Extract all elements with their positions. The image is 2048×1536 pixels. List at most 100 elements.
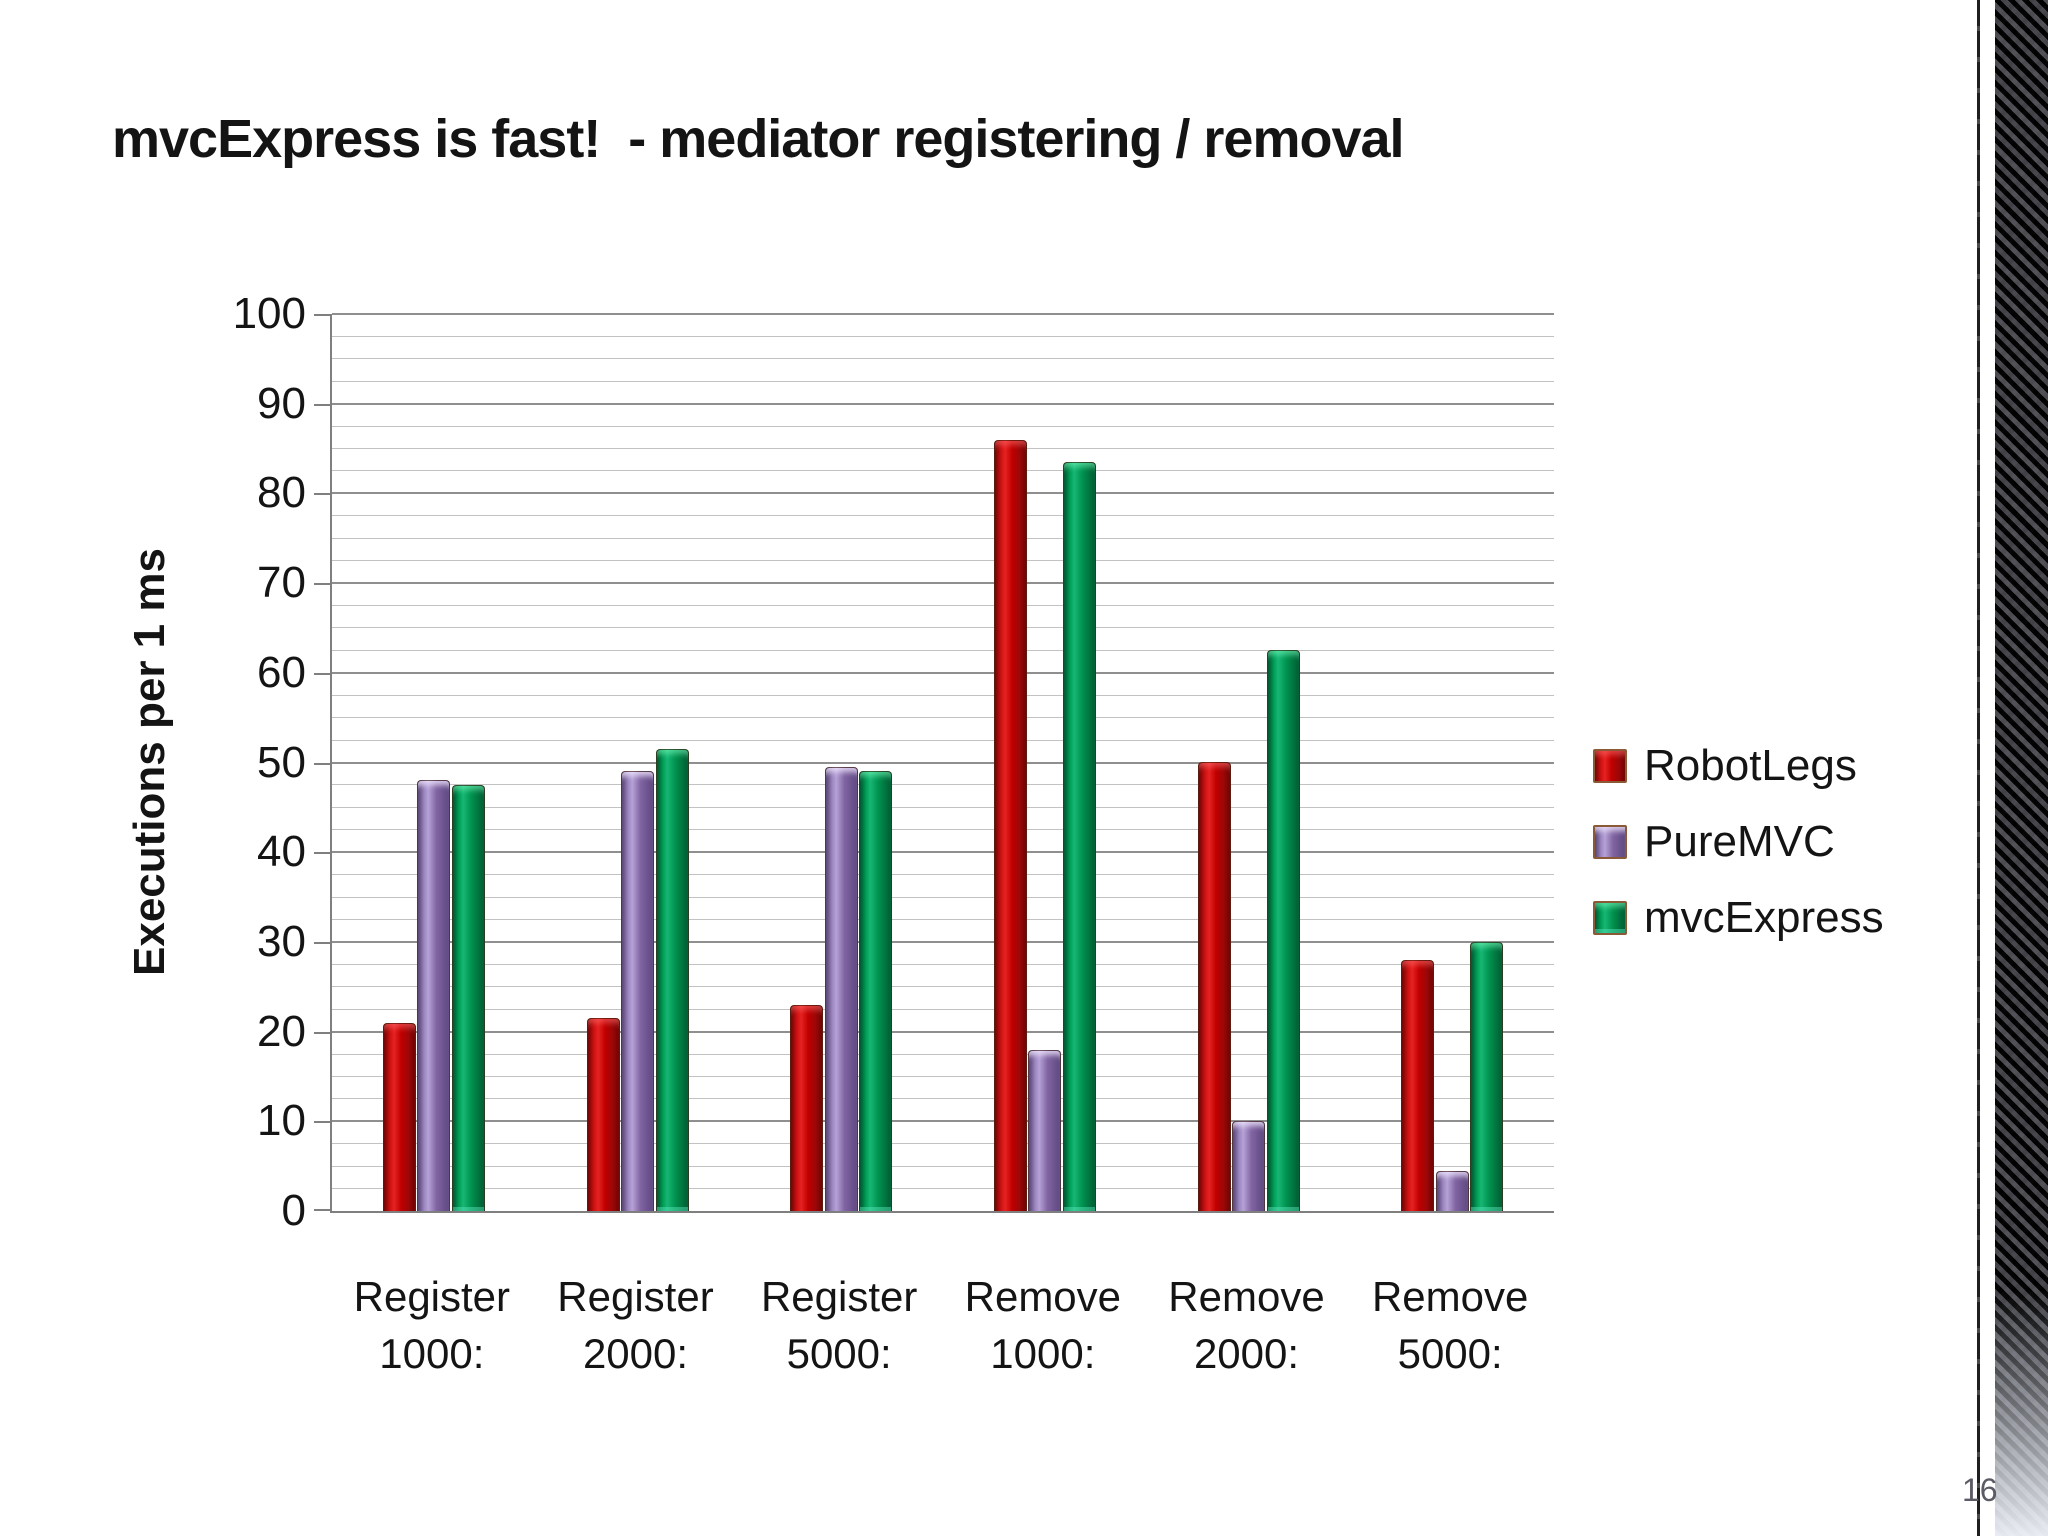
y-axis-tick-label: 50 — [257, 737, 306, 787]
bar-robotlegs-6 — [1401, 960, 1435, 1211]
gridline — [332, 671, 1554, 674]
legend-swatch-puremvc — [1593, 825, 1627, 859]
gridline — [332, 627, 1554, 629]
x-axis-label-line: 2000: — [582, 1330, 689, 1377]
gridline — [332, 874, 1554, 876]
x-axis-label-line: Remove — [964, 1273, 1122, 1320]
gridline — [332, 940, 1554, 943]
gridline — [332, 986, 1554, 988]
gridline — [332, 649, 1554, 651]
legend-item-mvcexpress: mvcExpress — [1593, 893, 1884, 942]
x-axis-label-line: Register — [760, 1273, 918, 1320]
x-axis-category-label: Remove 5000: — [1320, 1268, 1580, 1382]
y-axis-tickmark — [314, 672, 330, 675]
gridline — [332, 918, 1554, 920]
y-axis-tickmark — [314, 941, 330, 944]
chart-plot-area — [314, 313, 1554, 1213]
gridline — [332, 896, 1554, 898]
chart-legend: RobotLegs PureMVC mvcExpress — [1593, 741, 1884, 970]
gridline — [332, 605, 1554, 607]
bar-mvcexpress-3 — [859, 771, 893, 1211]
y-axis-tickmark — [314, 762, 330, 765]
x-axis-label-line: Register — [557, 1273, 714, 1320]
carbon-fiber-strip — [1995, 0, 2048, 1536]
right-border-line — [1977, 0, 1980, 1536]
y-axis-tickmark — [314, 583, 330, 586]
gridline — [332, 829, 1554, 831]
y-axis-tickmark — [314, 403, 330, 406]
gridline — [332, 560, 1554, 562]
x-axis-category-label: Register 1000: — [302, 1268, 562, 1382]
legend-label: mvcExpress — [1644, 893, 1884, 942]
gridline — [332, 1188, 1554, 1190]
gridline — [332, 582, 1554, 585]
y-axis-tickmark — [314, 1121, 330, 1124]
x-axis-label-line: Remove — [1371, 1273, 1529, 1320]
y-axis-tick-label: 80 — [257, 468, 306, 518]
x-axis-label-line: 5000: — [786, 1330, 892, 1377]
x-axis-label-line: 1000: — [379, 1330, 485, 1377]
gridline — [332, 1165, 1554, 1167]
y-axis-tick-label: 90 — [257, 378, 306, 428]
bar-puremvc-3 — [824, 767, 858, 1211]
y-axis-tickmark — [314, 1031, 330, 1034]
gridline — [332, 470, 1554, 472]
bar-puremvc-6 — [1435, 1171, 1469, 1211]
x-axis-label-line: Remove — [1168, 1273, 1325, 1320]
bar-mvcexpress-2 — [655, 749, 689, 1211]
y-axis-tick-label: 70 — [257, 558, 306, 608]
bar-robotlegs-1 — [382, 1023, 416, 1211]
legend-item-puremvc: PureMVC — [1593, 817, 1884, 866]
gridline — [332, 1075, 1554, 1077]
y-axis-tickmark — [314, 1209, 330, 1211]
y-axis-tick-label: 60 — [257, 647, 306, 697]
x-axis-category-label: Register 2000: — [506, 1268, 766, 1382]
gridline — [332, 963, 1554, 965]
page-number: 16 — [1962, 1472, 1998, 1508]
y-axis-tickmark — [314, 314, 330, 316]
legend-item-robotlegs: RobotLegs — [1593, 741, 1884, 790]
gridline — [332, 492, 1554, 495]
y-axis-tick-label: 100 — [232, 289, 306, 338]
gridline — [332, 717, 1554, 719]
gridline — [332, 537, 1554, 539]
legend-label: RobotLegs — [1644, 741, 1857, 790]
y-axis-tick-label: 10 — [257, 1096, 306, 1146]
bar-mvcexpress-5 — [1266, 650, 1300, 1211]
y-axis-tickmark — [314, 493, 330, 496]
bar-puremvc-1 — [417, 780, 451, 1211]
x-axis-label-line: Register — [353, 1273, 511, 1320]
gridline — [332, 739, 1554, 741]
y-axis-tickmark — [314, 852, 330, 855]
x-axis-label-line: 2000: — [1193, 1330, 1300, 1377]
legend-swatch-robotlegs — [1593, 749, 1627, 783]
x-axis-category-label: Register 5000: — [709, 1268, 969, 1382]
gridline — [332, 1008, 1554, 1010]
y-axis-tick-label: 40 — [257, 827, 306, 877]
gridline — [332, 784, 1554, 786]
x-axis-category-label: Remove 2000: — [1117, 1268, 1377, 1382]
gridline — [332, 358, 1554, 360]
bar-robotlegs-4 — [993, 440, 1027, 1211]
y-axis-tick-label: 20 — [257, 1006, 306, 1056]
gridline — [332, 1098, 1554, 1100]
legend-label: PureMVC — [1644, 817, 1835, 866]
bar-mvcexpress-6 — [1470, 942, 1504, 1211]
bar-puremvc-2 — [621, 771, 654, 1211]
gridline — [332, 1120, 1554, 1123]
x-axis-label-line: 5000: — [1397, 1330, 1503, 1377]
gridline — [332, 380, 1554, 382]
slide-title: mvcExpress is fast! - mediator registeri… — [112, 109, 1405, 169]
bar-puremvc-4 — [1028, 1050, 1062, 1211]
bar-robotlegs-2 — [586, 1018, 620, 1211]
gridline — [332, 694, 1554, 696]
bar-robotlegs-5 — [1197, 762, 1231, 1211]
gridline — [332, 402, 1554, 405]
y-axis-tick-label: 0 — [281, 1186, 306, 1235]
gridline — [332, 313, 1554, 315]
gridline — [332, 425, 1554, 427]
gridline — [332, 448, 1554, 450]
bar-robotlegs-3 — [790, 1005, 824, 1211]
gridline — [332, 761, 1554, 764]
gridline — [332, 1030, 1554, 1033]
